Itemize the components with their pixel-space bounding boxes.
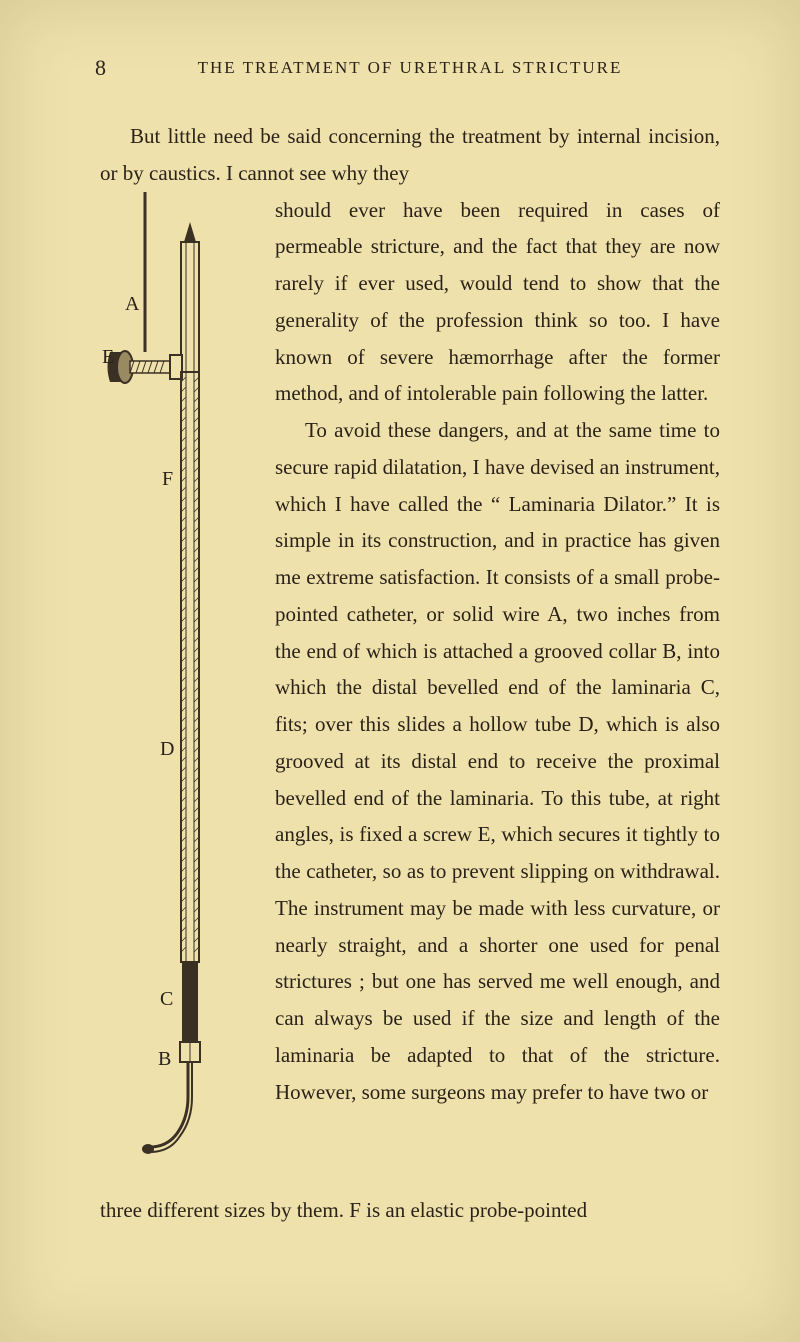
figure-text-wrap: A E F D C B should ever have been requir… [100, 192, 720, 1192]
body-text: But little need be said concerning the t… [100, 118, 720, 1228]
figure-label-b: B [158, 1042, 171, 1077]
figure-label-c: C [160, 982, 173, 1017]
page-number: 8 [95, 55, 106, 81]
figure-label-a: A [125, 287, 139, 322]
text-column: should ever have been required in cases … [260, 192, 720, 1111]
instrument-figure [100, 192, 260, 1192]
column-paragraph-1: should ever have been required in cases … [275, 192, 720, 413]
intro-paragraph: But little need be said concerning the t… [100, 118, 720, 192]
figure-label-e: E [102, 340, 114, 375]
figure-column: A E F D C B [100, 192, 260, 1192]
figure-label-f: F [162, 462, 173, 497]
final-paragraph: three different sizes by them. F is an e… [100, 1192, 720, 1229]
running-head: THE TREATMENT OF URETHRAL STRICTURE [100, 58, 720, 78]
figure-label-d: D [160, 732, 174, 767]
column-paragraph-2: To avoid these dangers, and at the same … [275, 412, 720, 1110]
page-container: 8 THE TREATMENT OF URETHRAL STRICTURE Bu… [0, 0, 800, 1278]
